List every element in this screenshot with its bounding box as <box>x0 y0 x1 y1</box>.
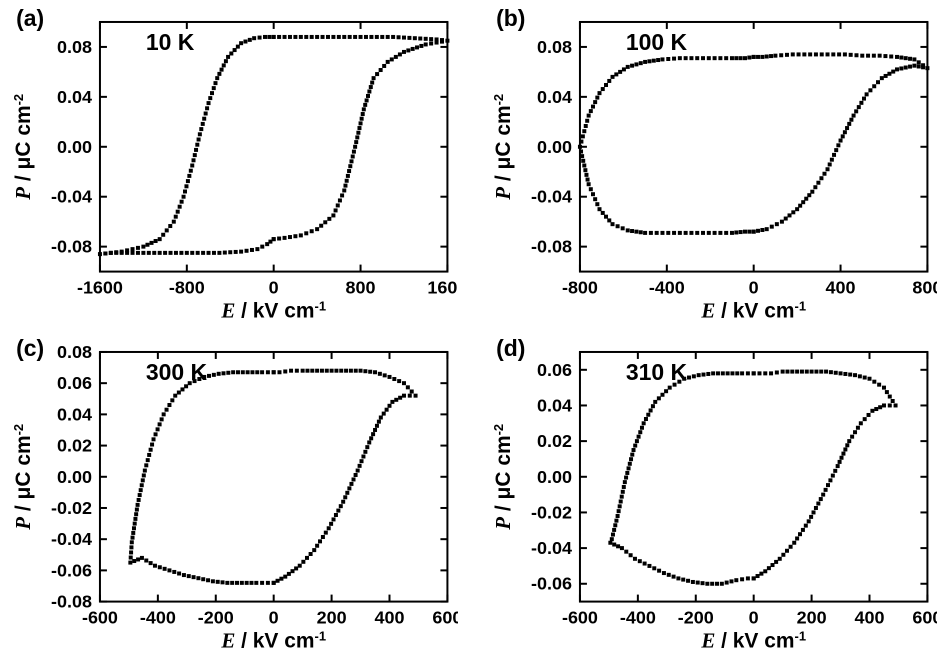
svg-text:0: 0 <box>748 278 758 298</box>
svg-text:0.00: 0.00 <box>57 466 92 486</box>
svg-text:0.04: 0.04 <box>536 87 571 107</box>
svg-text:0.04: 0.04 <box>57 404 92 424</box>
svg-text:-0.02: -0.02 <box>51 497 92 517</box>
panel-c: -600-400-2000200400600-0.08-0.06-0.04-0.… <box>6 334 458 658</box>
svg-text:-800: -800 <box>169 278 205 298</box>
svg-text:0.00: 0.00 <box>57 137 92 157</box>
svg-text:E / kV cm-1: E / kV cm-1 <box>700 298 806 323</box>
svg-text:10 K: 10 K <box>146 29 195 55</box>
svg-text:0: 0 <box>748 607 758 627</box>
svg-text:0.08: 0.08 <box>57 341 92 361</box>
svg-text:-400: -400 <box>619 607 655 627</box>
panel-a: -1600 -800 0 800 1600 -0.08 -0.04 0.00 0.04 0.08 E… <box>6 4 458 328</box>
svg-text:300 K: 300 K <box>146 358 208 384</box>
svg-text:400: 400 <box>854 607 884 627</box>
svg-text:-0.08: -0.08 <box>51 591 92 611</box>
svg-text:0: 0 <box>269 607 279 627</box>
svg-text:P / μC cm-2: P / μC cm-2 <box>11 423 36 530</box>
svg-text:-400: -400 <box>140 607 176 627</box>
svg-text:0.06: 0.06 <box>536 359 571 379</box>
svg-text:0.02: 0.02 <box>57 435 92 455</box>
svg-text:0.00: 0.00 <box>536 466 571 486</box>
svg-text:-0.02: -0.02 <box>530 502 571 522</box>
svg-text:P / μC cm-2: P / μC cm-2 <box>490 423 514 530</box>
svg-text:0.08: 0.08 <box>536 37 571 57</box>
svg-text:-200: -200 <box>198 607 234 627</box>
svg-text:(c): (c) <box>16 334 44 360</box>
svg-text:-0.06: -0.06 <box>51 560 92 580</box>
panel-c-svg: -600-400-2000200400600-0.08-0.06-0.04-0.… <box>6 334 458 658</box>
svg-text:E / kV cm-1: E / kV cm-1 <box>220 628 326 653</box>
panel-b: -800 -400 0 400 800 -0.08 -0.04 0.00 0.04 0.08 E /… <box>486 4 938 328</box>
svg-text:-0.04: -0.04 <box>51 187 92 207</box>
svg-text:0.08: 0.08 <box>57 37 92 57</box>
svg-text:0.06: 0.06 <box>57 373 92 393</box>
svg-text:0.04: 0.04 <box>536 395 571 415</box>
svg-text:0.00: 0.00 <box>536 137 571 157</box>
svg-text:0.02: 0.02 <box>536 431 571 451</box>
svg-text:-1600: -1600 <box>77 278 123 298</box>
svg-text:-0.08: -0.08 <box>530 237 571 257</box>
svg-text:-600: -600 <box>561 607 597 627</box>
svg-text:-0.06: -0.06 <box>530 573 571 593</box>
svg-text:E / kV cm-1: E / kV cm-1 <box>700 628 806 653</box>
figure-grid: -1600 -800 0 800 1600 -0.08 -0.04 0.00 0.04 0.08 E… <box>0 0 943 661</box>
svg-text:-0.04: -0.04 <box>530 538 571 558</box>
panel-b-svg: -800 -400 0 400 800 -0.08 -0.04 0.00 0.04 0.08 E /… <box>486 4 938 328</box>
svg-text:P / μC cm-2: P / μC cm-2 <box>490 94 514 201</box>
svg-text:-0.04: -0.04 <box>530 187 571 207</box>
svg-text:P / μC cm-2: P / μC cm-2 <box>11 94 36 201</box>
svg-text:E / kV cm-1: E / kV cm-1 <box>220 298 326 323</box>
svg-text:600: 600 <box>432 607 457 627</box>
panel-d: -600 -400 -200 0 200 400 600 -0.06 -0.04 -0.02 0.0… <box>486 334 938 658</box>
svg-text:100 K: 100 K <box>625 29 687 55</box>
panel-a-svg: -1600 -800 0 800 1600 -0.08 -0.04 0.00 0.04 0.08 E… <box>6 4 458 328</box>
svg-text:400: 400 <box>825 278 855 298</box>
svg-text:0.04: 0.04 <box>57 87 92 107</box>
svg-text:-800: -800 <box>561 278 597 298</box>
panel-d-svg: -600 -400 -200 0 200 400 600 -0.06 -0.04 -0.02 0.0… <box>486 334 938 658</box>
svg-text:-200: -200 <box>677 607 713 627</box>
svg-text:(d): (d) <box>496 334 525 360</box>
svg-text:600: 600 <box>912 607 937 627</box>
svg-text:200: 200 <box>796 607 826 627</box>
svg-text:800: 800 <box>346 278 376 298</box>
svg-text:-400: -400 <box>648 278 684 298</box>
svg-text:-0.08: -0.08 <box>51 237 92 257</box>
svg-text:1600: 1600 <box>427 278 457 298</box>
svg-text:200: 200 <box>317 607 347 627</box>
svg-text:(a): (a) <box>16 5 44 31</box>
svg-text:800: 800 <box>912 278 937 298</box>
svg-text:(b): (b) <box>496 5 525 31</box>
svg-text:0: 0 <box>269 278 279 298</box>
svg-text:-0.04: -0.04 <box>51 529 92 549</box>
svg-text:400: 400 <box>375 607 405 627</box>
